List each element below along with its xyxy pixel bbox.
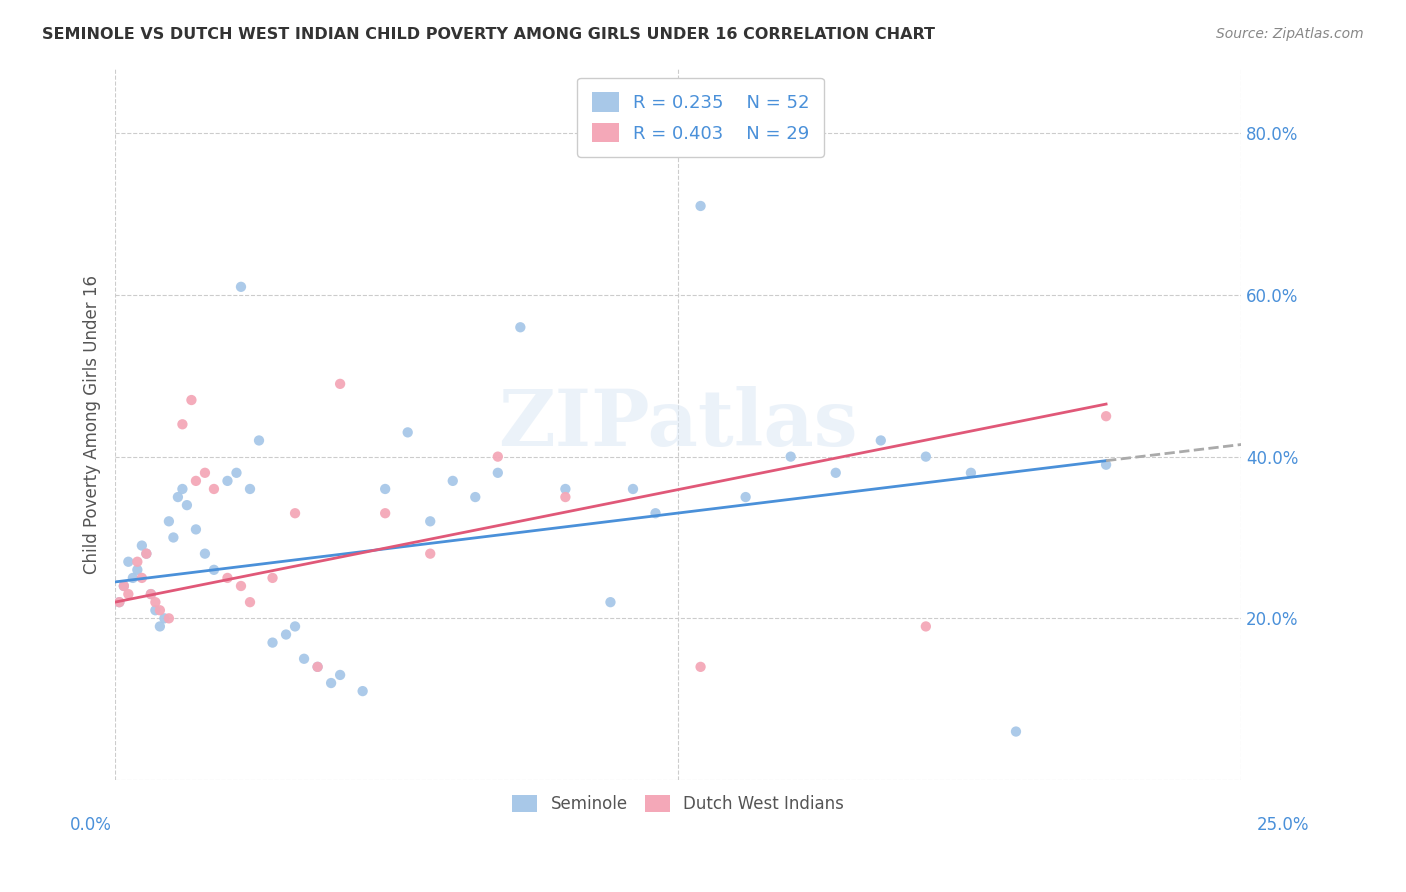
Point	[1095, 458, 1118, 472]
Point	[554, 490, 576, 504]
Point	[194, 547, 217, 561]
Point	[172, 417, 194, 432]
Point	[184, 474, 207, 488]
Text: SEMINOLE VS DUTCH WEST INDIAN CHILD POVERTY AMONG GIRLS UNDER 16 CORRELATION CHA: SEMINOLE VS DUTCH WEST INDIAN CHILD POVE…	[42, 27, 935, 42]
Point	[915, 619, 938, 633]
Point	[229, 579, 252, 593]
Point	[172, 482, 194, 496]
Point	[117, 555, 139, 569]
Point	[1005, 724, 1028, 739]
Point	[284, 506, 307, 520]
Text: Source: ZipAtlas.com: Source: ZipAtlas.com	[1216, 27, 1364, 41]
Point	[131, 571, 153, 585]
Text: 25.0%: 25.0%	[1257, 815, 1309, 834]
Point	[960, 466, 983, 480]
Point	[621, 482, 644, 496]
Point	[229, 280, 252, 294]
Point	[239, 595, 262, 609]
Point	[194, 466, 217, 480]
Point	[117, 587, 139, 601]
Point	[139, 587, 162, 601]
Point	[262, 571, 284, 585]
Point	[441, 474, 464, 488]
Point	[554, 482, 576, 496]
Point	[184, 523, 207, 537]
Y-axis label: Child Poverty Among Girls Under 16: Child Poverty Among Girls Under 16	[83, 275, 101, 574]
Point	[464, 490, 486, 504]
Point	[319, 676, 342, 690]
Point	[1095, 409, 1118, 424]
Point	[307, 660, 329, 674]
Point	[486, 450, 509, 464]
Point	[145, 595, 167, 609]
Text: 0.0%: 0.0%	[70, 815, 111, 834]
Point	[121, 571, 143, 585]
Point	[292, 652, 315, 666]
Point	[180, 392, 202, 407]
Point	[396, 425, 419, 440]
Point	[225, 466, 247, 480]
Point	[157, 611, 180, 625]
Point	[145, 603, 167, 617]
Point	[419, 514, 441, 528]
Legend: Seminole, Dutch West Indians: Seminole, Dutch West Indians	[503, 787, 852, 822]
Point	[284, 619, 307, 633]
Point	[202, 482, 225, 496]
Point	[167, 490, 190, 504]
Point	[274, 627, 297, 641]
Point	[869, 434, 891, 448]
Point	[307, 660, 329, 674]
Point	[486, 466, 509, 480]
Point	[779, 450, 801, 464]
Point	[689, 660, 711, 674]
Point	[112, 579, 135, 593]
Point	[157, 514, 180, 528]
Point	[127, 563, 149, 577]
Point	[217, 474, 239, 488]
Point	[149, 603, 172, 617]
Point	[217, 571, 239, 585]
Point	[262, 635, 284, 649]
Point	[127, 555, 149, 569]
Point	[131, 539, 153, 553]
Point	[915, 450, 938, 464]
Point	[108, 595, 131, 609]
Point	[149, 619, 172, 633]
Point	[329, 668, 352, 682]
Point	[176, 498, 198, 512]
Text: ZIPatlas: ZIPatlas	[498, 386, 858, 462]
Point	[239, 482, 262, 496]
Point	[135, 547, 157, 561]
Point	[509, 320, 531, 334]
Point	[202, 563, 225, 577]
Point	[644, 506, 666, 520]
Point	[374, 506, 396, 520]
Point	[162, 531, 184, 545]
Point	[419, 547, 441, 561]
Point	[352, 684, 374, 698]
Point	[108, 595, 131, 609]
Point	[112, 579, 135, 593]
Point	[329, 376, 352, 391]
Point	[374, 482, 396, 496]
Point	[139, 587, 162, 601]
Point	[135, 547, 157, 561]
Point	[689, 199, 711, 213]
Point	[153, 611, 176, 625]
Point	[599, 595, 621, 609]
Point	[734, 490, 756, 504]
Point	[247, 434, 270, 448]
Point	[824, 466, 846, 480]
